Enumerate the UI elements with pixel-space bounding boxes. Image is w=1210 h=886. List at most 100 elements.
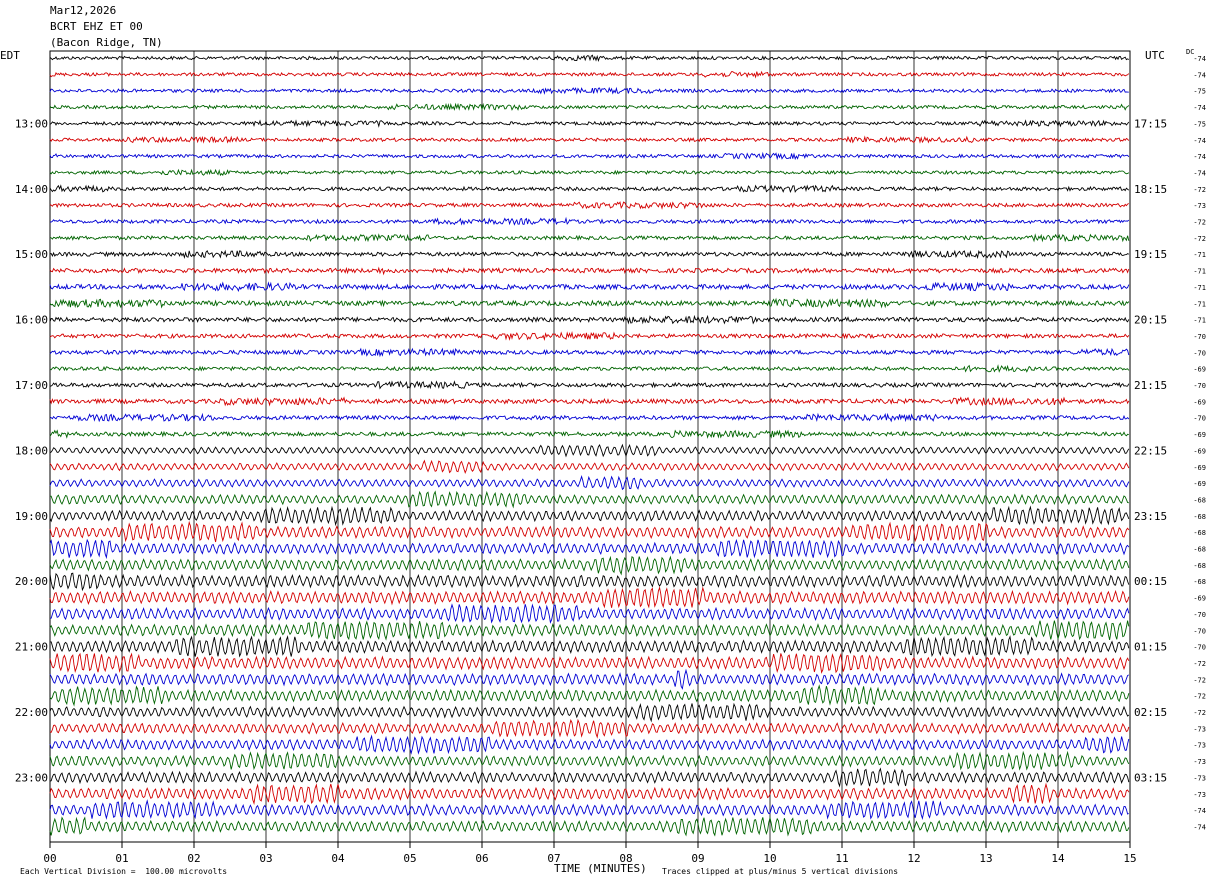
trace-row [49, 668, 1130, 690]
dc-offset-label: -74 [1193, 137, 1206, 145]
trace-row [49, 586, 1130, 609]
x-tick-label: 14 [1051, 852, 1065, 865]
left-time-labels: 13:00 14:00 15:00 16:00 17:00 18:00 19:00 20:00… [15, 117, 48, 784]
right-hour-label: 17:15 [1134, 117, 1167, 130]
dc-offset-label: -72 [1193, 186, 1206, 194]
x-tick-label: 03 [259, 852, 272, 865]
left-hour-label: 17:00 [15, 379, 48, 392]
dc-offset-labels: -74 -74 -75 -74 -75 -74 -74 -74 -72 -73 -72 -72 -71 -… [1193, 55, 1206, 831]
trace-row [49, 233, 1130, 243]
dc-offset-label: -72 [1193, 660, 1206, 668]
dc-offset-label: -69 [1193, 366, 1206, 374]
header-location: (Bacon Ridge, TN) [50, 36, 163, 49]
trace-row [49, 505, 1130, 527]
x-axis-title: TIME (MINUTES) [554, 862, 647, 875]
dc-offset-label: -68 [1193, 529, 1206, 537]
trace-row [49, 54, 1130, 62]
dc-offset-label: -74 [1193, 71, 1206, 79]
trace-row [49, 490, 1129, 509]
x-tick-label: 02 [187, 852, 200, 865]
dc-offset-label: -72 [1193, 676, 1206, 684]
right-hour-label: 00:15 [1134, 575, 1167, 588]
trace-row [49, 70, 1130, 79]
dc-offset-label: -73 [1193, 791, 1206, 799]
trace-row [49, 767, 1130, 788]
dc-offset-label: -75 [1193, 120, 1206, 128]
dc-offset-label: -72 [1193, 693, 1206, 701]
dc-offset-label: -70 [1193, 644, 1206, 652]
trace-row [49, 520, 1130, 543]
dc-offset-label: -68 [1193, 513, 1206, 521]
vertical-grid-lines [121, 51, 1059, 842]
x-tick-label: 11 [835, 852, 848, 865]
trace-row [49, 297, 1130, 309]
right-hour-label: 20:15 [1134, 314, 1167, 327]
trace-row [49, 266, 1130, 276]
trace-row [49, 314, 1130, 325]
trace-row [49, 816, 1130, 837]
right-hour-label: 03:15 [1134, 771, 1167, 784]
scale-note: Each Vertical Division = 100.00 microvol… [20, 867, 228, 876]
left-hour-label: 18:00 [15, 444, 48, 457]
header-station: BCRT EHZ ET 00 [50, 20, 143, 33]
header-date: Mar12,2026 [50, 4, 117, 17]
trace-row [49, 412, 1130, 423]
dc-offset-label: -73 [1193, 202, 1206, 210]
x-tick-label: 08 [619, 852, 632, 865]
trace-row [49, 102, 1130, 112]
dc-offset-label: -69 [1193, 447, 1206, 455]
right-timezone-label: UTC [1145, 49, 1165, 62]
dc-offset-label: -74 [1193, 807, 1206, 815]
left-hour-label: 23:00 [15, 771, 48, 784]
right-time-labels: 17:15 18:15 19:15 20:15 21:15 22:15 23:15 00:15… [1134, 117, 1167, 784]
x-tick-label: 13 [979, 852, 992, 865]
dc-offset-label: -73 [1193, 774, 1206, 782]
dc-offset-label: -75 [1193, 88, 1206, 96]
trace-row [49, 459, 1130, 474]
clip-note: Traces clipped at plus/minus 5 vertical … [662, 867, 899, 876]
trace-row [49, 364, 1130, 373]
dc-offset-label: -68 [1193, 496, 1206, 504]
trace-row [49, 718, 1130, 739]
x-tick-label: 00 [43, 852, 56, 865]
right-hour-label: 23:15 [1134, 510, 1167, 523]
left-hour-label: 22:00 [15, 706, 48, 719]
dc-offset-label: -74 [1193, 823, 1206, 831]
dc-offset-label: -69 [1193, 431, 1206, 439]
trace-row [49, 734, 1130, 755]
trace-row [49, 702, 1130, 723]
trace-row [49, 184, 1130, 193]
x-tick-label: 06 [475, 852, 488, 865]
x-tick-label: 01 [115, 852, 128, 865]
trace-row [49, 151, 1130, 161]
trace-row [49, 635, 1130, 658]
dc-offset-label: -70 [1193, 611, 1206, 619]
x-tick-label: 15 [1123, 852, 1136, 865]
trace-row [49, 750, 1130, 771]
x-axis-ticks: 00 01 02 03 04 05 06 07 08 09 10 11 12 13 14 15 [43, 842, 1137, 865]
right-hour-label: 22:15 [1134, 444, 1167, 457]
dc-offset-label: -74 [1193, 55, 1206, 63]
trace-row [49, 281, 1130, 292]
dc-offset-label: -70 [1193, 382, 1206, 390]
left-hour-label: 15:00 [15, 248, 48, 261]
dc-offset-label: -68 [1193, 546, 1206, 554]
trace-row [49, 86, 1129, 95]
dc-offset-label: -72 [1193, 235, 1206, 243]
trace-row [49, 380, 1130, 390]
x-tick-label: 10 [763, 852, 776, 865]
trace-row [49, 429, 1129, 439]
trace-row [49, 572, 1130, 592]
dc-offset-label: -70 [1193, 349, 1206, 357]
right-hour-label: 21:15 [1134, 379, 1167, 392]
left-hour-label: 13:00 [15, 117, 48, 130]
trace-row [49, 475, 1130, 491]
trace-row [49, 443, 1130, 458]
plot-frame [49, 50, 1131, 843]
dc-offset-label: -74 [1193, 104, 1206, 112]
dc-offset-label: -70 [1193, 333, 1206, 341]
dc-offset-label: -73 [1193, 725, 1206, 733]
right-hour-label: 19:15 [1134, 248, 1167, 261]
dc-offset-label: -74 [1193, 153, 1206, 161]
